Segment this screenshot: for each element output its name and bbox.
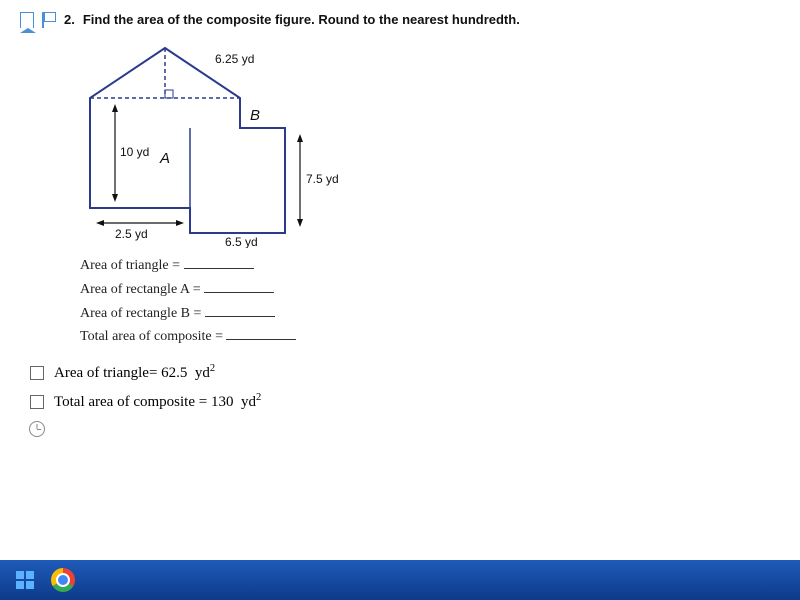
label-B: B [250,107,260,124]
bookmark-icon[interactable] [20,12,34,28]
clock-icon [29,421,45,437]
blank-line-2: Area of rectangle A = [80,278,780,302]
chrome-icon [51,568,75,592]
taskbar [0,560,800,600]
fill-in-blanks: Area of triangle = Area of rectangle A =… [80,254,780,349]
checkbox-2[interactable] [30,395,44,409]
checkbox-1[interactable] [30,366,44,380]
label-10yd: 10 yd [120,145,149,159]
label-A: A [159,150,170,167]
content-area: 2. Find the area of the composite figure… [0,0,800,560]
pending-row [30,421,780,437]
figure-svg: 10 yd A 2.5 yd B 7.5 yd 6.5 yd 6.25 yd [60,38,360,248]
start-button[interactable] [10,565,40,595]
answer-row-2: Total area of composite = 130 yd2 [30,392,780,411]
label-7.5yd: 7.5 yd [306,172,339,186]
question-row: 2. Find the area of the composite figure… [20,12,780,28]
windows-icon [16,571,34,589]
answer-1-text: Area of triangle= 62.5 yd2 [54,363,215,382]
blank-line-1: Area of triangle = [80,254,780,278]
screen: 2. Find the area of the composite figure… [0,0,800,600]
flag-icon[interactable] [42,12,56,28]
label-6.25yd: 6.25 yd [215,52,254,66]
answer-2-text: Total area of composite = 130 yd2 [54,392,261,411]
label-2.5yd: 2.5 yd [115,227,148,241]
blank-line-4: Total area of composite = [80,325,780,349]
question-text: Find the area of the composite figure. R… [83,12,520,27]
composite-figure: 10 yd A 2.5 yd B 7.5 yd 6.5 yd 6.25 yd [60,38,360,248]
blank-line-3: Area of rectangle B = [80,302,780,326]
answer-row-1: Area of triangle= 62.5 yd2 [30,363,780,382]
chrome-button[interactable] [48,565,78,595]
label-6.5yd: 6.5 yd [225,235,258,248]
given-answers: Area of triangle= 62.5 yd2 Total area of… [30,363,780,437]
question-number: 2. [64,12,75,27]
